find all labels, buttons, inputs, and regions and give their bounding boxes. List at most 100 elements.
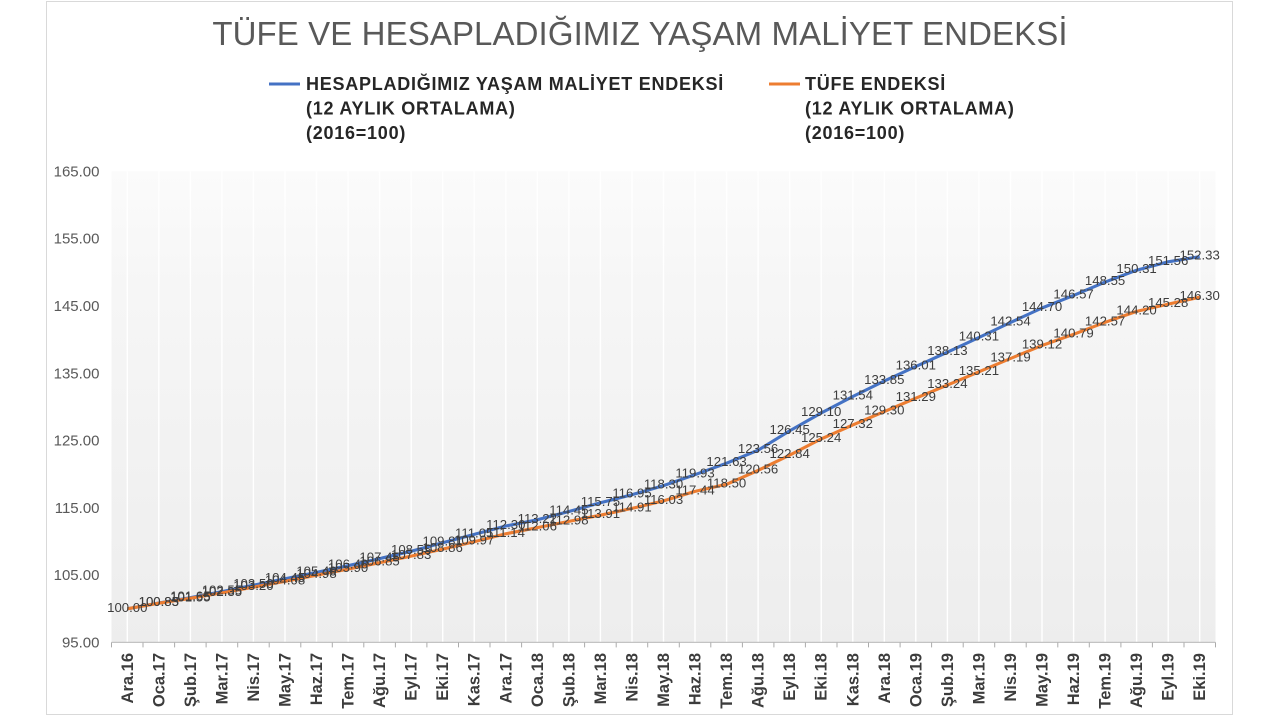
svg-text:101.65: 101.65 [170, 589, 210, 604]
svg-text:133.24: 133.24 [927, 376, 967, 391]
svg-text:Mar.18: Mar.18 [592, 653, 610, 704]
svg-text:140.79: 140.79 [1053, 325, 1093, 340]
svg-text:136.01: 136.01 [896, 358, 936, 373]
svg-text:Şub.19: Şub.19 [939, 653, 957, 707]
svg-text:125.24: 125.24 [801, 430, 841, 445]
svg-text:Ara.17: Ara.17 [497, 653, 515, 703]
svg-text:TÜFE VE HESAPLADIĞIMIZ YAŞAM M: TÜFE VE HESAPLADIĞIMIZ YAŞAM MALİYET END… [212, 15, 1067, 52]
svg-text:Tem.19: Tem.19 [1097, 653, 1115, 709]
svg-text:Eyl.19: Eyl.19 [1160, 653, 1178, 701]
svg-text:145.28: 145.28 [1148, 295, 1188, 310]
svg-text:100.85: 100.85 [139, 594, 179, 609]
svg-text:114.91: 114.91 [612, 499, 651, 514]
svg-text:109.81: 109.81 [423, 534, 463, 549]
svg-text:115.00: 115.00 [55, 500, 100, 517]
svg-text:Kas.17: Kas.17 [466, 653, 484, 706]
svg-text:142.54: 142.54 [990, 314, 1030, 329]
svg-text:105.40: 105.40 [296, 563, 336, 578]
svg-text:115.75: 115.75 [581, 494, 620, 509]
svg-text:146.57: 146.57 [1053, 286, 1093, 301]
svg-text:Şub.17: Şub.17 [182, 653, 200, 707]
svg-text:Oca.18: Oca.18 [529, 653, 547, 707]
svg-text:Eki.19: Eki.19 [1191, 653, 1209, 701]
svg-text:131.54: 131.54 [833, 388, 873, 403]
svg-text:113.22: 113.22 [518, 511, 557, 526]
svg-text:100.83: 100.83 [139, 594, 179, 609]
svg-text:140.31: 140.31 [959, 329, 999, 344]
svg-text:Eyl.17: Eyl.17 [403, 653, 421, 701]
svg-text:118.50: 118.50 [707, 475, 746, 490]
svg-text:106.40: 106.40 [328, 557, 368, 572]
svg-text:104.08: 104.08 [265, 572, 305, 587]
svg-text:148.55: 148.55 [1085, 273, 1125, 288]
svg-text:146.30: 146.30 [1180, 288, 1220, 303]
svg-text:131.29: 131.29 [896, 389, 936, 404]
svg-text:114.45: 114.45 [549, 503, 588, 518]
svg-text:126.45: 126.45 [770, 422, 810, 437]
svg-text:101.55: 101.55 [170, 589, 210, 604]
svg-text:Tem.18: Tem.18 [718, 653, 736, 709]
svg-text:135.21: 135.21 [959, 363, 999, 378]
svg-text:139.12: 139.12 [1022, 337, 1062, 352]
svg-text:135.00: 135.00 [54, 365, 100, 382]
svg-text:Haz.18: Haz.18 [687, 653, 705, 705]
svg-text:116.03: 116.03 [644, 492, 683, 507]
svg-text:108.55: 108.55 [391, 542, 431, 557]
svg-text:137.19: 137.19 [990, 350, 1030, 365]
svg-text:112.06: 112.06 [518, 519, 557, 534]
svg-text:123.56: 123.56 [738, 441, 778, 456]
svg-text:111.05: 111.05 [455, 525, 493, 540]
svg-text:TÜFE ENDEKSİ: TÜFE ENDEKSİ [805, 74, 946, 94]
svg-text:Ara.16: Ara.16 [119, 653, 137, 703]
svg-text:122.84: 122.84 [770, 446, 810, 461]
svg-text:106.85: 106.85 [359, 554, 399, 569]
svg-text:152.33: 152.33 [1180, 248, 1220, 263]
svg-text:116.95: 116.95 [612, 486, 651, 501]
svg-text:(12 AYLIK ORTALAMA): (12 AYLIK ORTALAMA) [306, 99, 516, 119]
svg-text:113.91: 113.91 [581, 506, 620, 521]
svg-text:Ara.18: Ara.18 [876, 653, 894, 703]
svg-text:145.00: 145.00 [54, 298, 100, 315]
svg-text:150.31: 150.31 [1116, 261, 1156, 276]
svg-text:102.35: 102.35 [202, 584, 242, 599]
svg-text:Ağu.17: Ağu.17 [371, 653, 389, 708]
svg-text:102.55: 102.55 [202, 583, 242, 598]
svg-text:103.20: 103.20 [233, 578, 273, 593]
svg-text:129.30: 129.30 [864, 403, 904, 418]
svg-text:109.97: 109.97 [454, 533, 494, 548]
svg-text:112.98: 112.98 [549, 512, 588, 527]
svg-text:155.00: 155.00 [54, 231, 100, 248]
svg-text:104.98: 104.98 [296, 566, 336, 581]
svg-text:111.14: 111.14 [487, 525, 525, 540]
svg-text:165.00: 165.00 [54, 163, 100, 180]
svg-text:144.70: 144.70 [1022, 299, 1062, 314]
svg-text:Eki.18: Eki.18 [813, 653, 831, 701]
svg-text:May.17: May.17 [277, 653, 295, 707]
svg-text:118.30: 118.30 [644, 477, 683, 492]
svg-text:105.90: 105.90 [328, 560, 368, 575]
svg-text:(12 AYLIK ORTALAMA): (12 AYLIK ORTALAMA) [805, 99, 1015, 119]
svg-text:107.83: 107.83 [391, 547, 431, 562]
svg-text:120.56: 120.56 [738, 461, 778, 476]
svg-text:104.45: 104.45 [265, 570, 305, 585]
svg-text:121.63: 121.63 [706, 454, 746, 469]
svg-text:142.57: 142.57 [1085, 313, 1125, 328]
svg-text:Eyl.18: Eyl.18 [781, 653, 799, 701]
svg-text:Ağu.18: Ağu.18 [750, 653, 768, 708]
svg-text:Ağu.19: Ağu.19 [1128, 653, 1146, 708]
svg-text:119.93: 119.93 [675, 466, 714, 481]
svg-text:Oca.17: Oca.17 [150, 653, 168, 707]
svg-text:May.19: May.19 [1034, 653, 1052, 707]
svg-text:Nis.19: Nis.19 [1002, 653, 1020, 702]
svg-text:Nis.17: Nis.17 [245, 653, 263, 702]
svg-text:151.56: 151.56 [1148, 253, 1188, 268]
svg-text:Haz.17: Haz.17 [308, 653, 326, 705]
svg-text:Şub.18: Şub.18 [560, 653, 578, 707]
svg-text:117.44: 117.44 [675, 482, 714, 497]
svg-text:108.86: 108.86 [423, 540, 463, 555]
svg-text:133.85: 133.85 [864, 372, 904, 387]
svg-text:129.10: 129.10 [801, 404, 841, 419]
svg-text:Mar.19: Mar.19 [970, 653, 988, 704]
svg-text:Haz.19: Haz.19 [1065, 653, 1083, 705]
svg-text:May.18: May.18 [655, 653, 673, 707]
